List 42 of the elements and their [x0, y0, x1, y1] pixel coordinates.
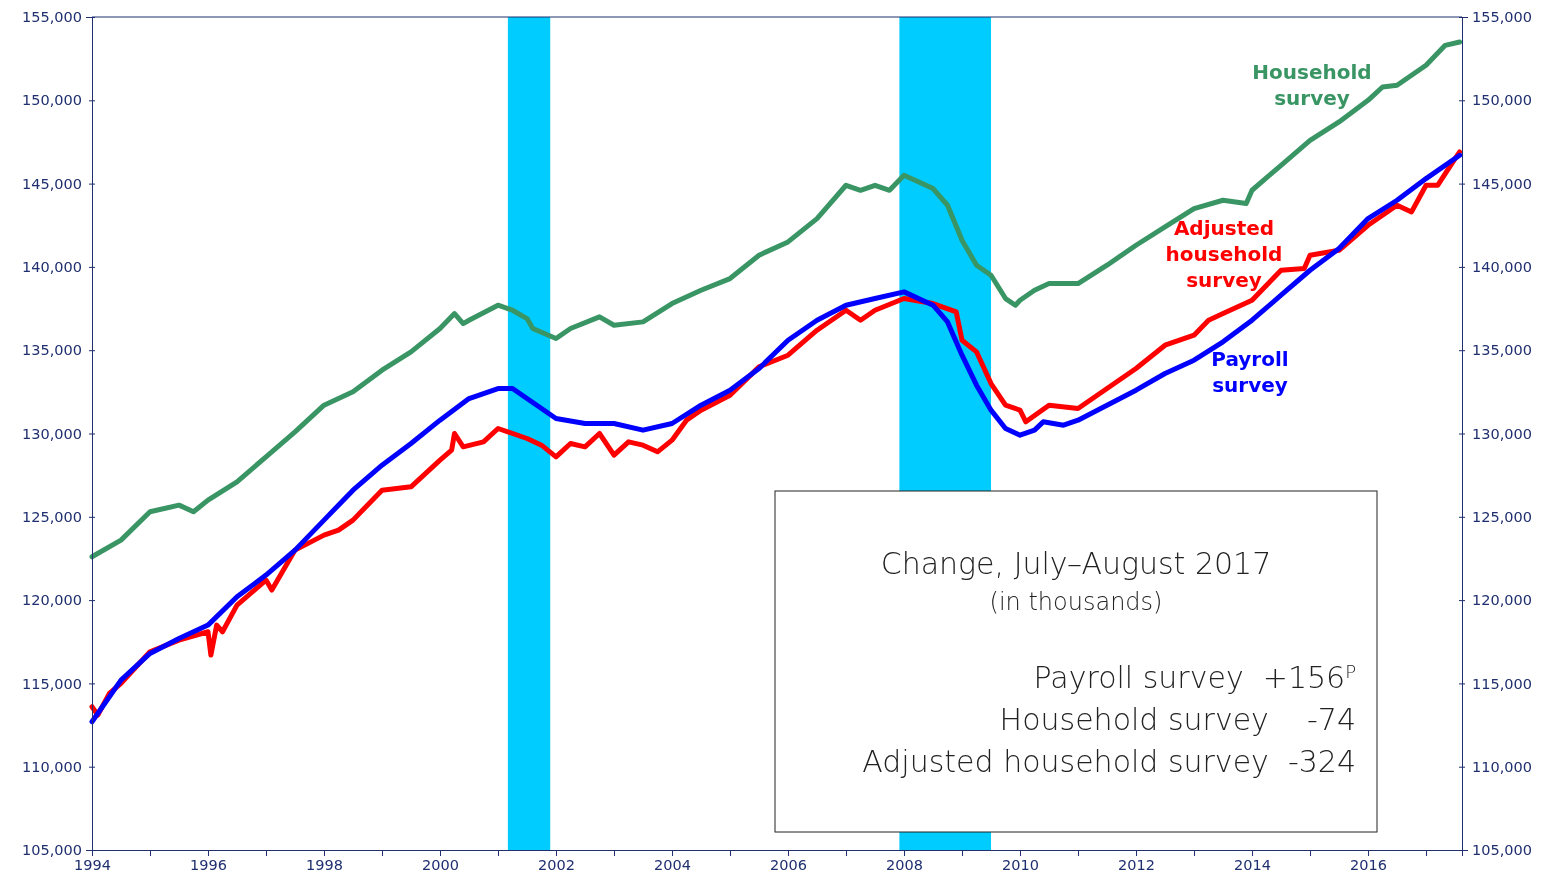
series-label: Adjusted household survey [1165, 216, 1283, 292]
y2-tick-label: 105,000 [1472, 842, 1532, 859]
y-tick-label: 120,000 [22, 592, 82, 609]
y2-tick-label: 145,000 [1472, 175, 1532, 192]
annotation: Household survey -74 [999, 702, 1356, 737]
x-tick-label: 2014 [1234, 857, 1271, 874]
y2-tick-label: 150,000 [1472, 92, 1532, 109]
x-tick-label: 1996 [190, 857, 227, 874]
y-tick-label: 125,000 [22, 508, 82, 525]
y2-tick-label: 140,000 [1472, 259, 1532, 276]
x-tick-label: 1998 [306, 857, 343, 874]
y2-tick-label: 155,000 [1472, 9, 1532, 26]
y2-tick-label: 110,000 [1472, 758, 1532, 775]
x-tick-label: 2006 [770, 857, 807, 874]
y2-tick-label: 135,000 [1472, 342, 1532, 359]
y2-tick-label: 125,000 [1472, 508, 1532, 525]
x-tick-label: 2000 [422, 857, 459, 874]
x-tick-label: 2010 [1002, 857, 1039, 874]
y2-tick-label: 130,000 [1472, 425, 1532, 442]
annotation: Adjusted household survey -324 [862, 744, 1356, 779]
x-tick-label: 2002 [538, 857, 575, 874]
y2-tick-label: 115,000 [1472, 675, 1532, 692]
y-tick-label: 130,000 [22, 425, 82, 442]
y-tick-label: 140,000 [22, 259, 82, 276]
y-tick-label: 135,000 [22, 342, 82, 359]
x-tick-label: 2008 [886, 857, 923, 874]
y-tick-label: 155,000 [22, 9, 82, 26]
y2-tick-label: 120,000 [1472, 592, 1532, 609]
y-tick-label: 145,000 [22, 175, 82, 192]
y-tick-label: 110,000 [22, 758, 82, 775]
annotation: (in thousands) [989, 588, 1163, 616]
y-tick-label: 150,000 [22, 92, 82, 109]
x-tick-label: 2004 [654, 857, 691, 874]
series-label: Household survey [1252, 60, 1372, 110]
series-label: Payroll survey [1211, 347, 1289, 397]
annotation: Change, July–August 2017 [880, 546, 1272, 581]
x-tick-label: 1994 [74, 857, 111, 874]
y-tick-label: 115,000 [22, 675, 82, 692]
annotation: Payroll survey +156$^{P}$ [1033, 660, 1356, 695]
x-tick-label: 2016 [1350, 857, 1387, 874]
y-tick-label: 105,000 [22, 842, 82, 859]
x-tick-label: 2012 [1118, 857, 1155, 874]
